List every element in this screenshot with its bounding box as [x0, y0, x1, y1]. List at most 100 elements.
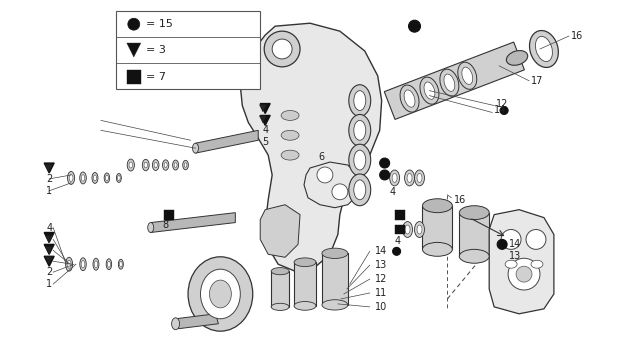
Ellipse shape — [80, 258, 87, 271]
Text: 16: 16 — [454, 195, 467, 205]
Ellipse shape — [322, 300, 348, 310]
Circle shape — [379, 170, 389, 180]
Ellipse shape — [423, 242, 452, 256]
Polygon shape — [260, 104, 270, 114]
Ellipse shape — [349, 144, 371, 176]
Ellipse shape — [281, 150, 299, 160]
Ellipse shape — [353, 91, 366, 110]
Text: 13: 13 — [509, 251, 522, 261]
Text: 1: 1 — [46, 186, 53, 196]
Ellipse shape — [106, 175, 108, 181]
Polygon shape — [322, 253, 348, 305]
Text: 4: 4 — [389, 187, 396, 197]
Text: 10: 10 — [375, 302, 387, 312]
Ellipse shape — [67, 260, 71, 268]
Ellipse shape — [440, 69, 459, 96]
Bar — [395, 210, 405, 220]
Ellipse shape — [404, 90, 415, 107]
Ellipse shape — [506, 51, 528, 65]
Bar — [164, 210, 174, 220]
Circle shape — [128, 18, 140, 30]
Circle shape — [500, 106, 508, 115]
Ellipse shape — [117, 175, 121, 181]
Text: 2: 2 — [46, 267, 53, 277]
Ellipse shape — [188, 257, 253, 331]
Text: 8: 8 — [163, 220, 169, 230]
Text: 1: 1 — [46, 279, 53, 289]
Polygon shape — [44, 256, 54, 266]
Ellipse shape — [349, 115, 371, 146]
Circle shape — [497, 239, 507, 249]
Circle shape — [379, 158, 389, 168]
Polygon shape — [459, 212, 489, 256]
Circle shape — [332, 184, 348, 200]
Ellipse shape — [93, 175, 96, 181]
Polygon shape — [240, 23, 382, 271]
Text: 11: 11 — [375, 288, 387, 298]
Ellipse shape — [106, 259, 112, 270]
Ellipse shape — [108, 261, 111, 267]
Ellipse shape — [210, 280, 231, 308]
Text: 6: 6 — [318, 152, 324, 162]
Text: 14: 14 — [494, 105, 506, 116]
Circle shape — [508, 258, 540, 290]
Ellipse shape — [322, 248, 348, 258]
Circle shape — [408, 20, 420, 32]
Ellipse shape — [95, 261, 98, 268]
Ellipse shape — [164, 163, 167, 168]
Ellipse shape — [104, 173, 109, 183]
Text: 4: 4 — [46, 222, 53, 233]
Ellipse shape — [462, 67, 473, 84]
Polygon shape — [127, 43, 141, 57]
Text: 16: 16 — [571, 31, 583, 41]
Ellipse shape — [174, 163, 177, 167]
Text: ▼: ▼ — [46, 244, 53, 254]
Polygon shape — [151, 212, 235, 233]
Ellipse shape — [193, 143, 198, 153]
Ellipse shape — [67, 171, 75, 184]
Polygon shape — [384, 42, 525, 119]
Ellipse shape — [66, 257, 72, 271]
Circle shape — [317, 167, 333, 183]
Ellipse shape — [116, 173, 121, 182]
Polygon shape — [176, 314, 218, 329]
Text: 5: 5 — [262, 137, 268, 147]
Ellipse shape — [154, 163, 158, 168]
Text: 4: 4 — [394, 236, 400, 246]
Ellipse shape — [81, 260, 85, 268]
Ellipse shape — [142, 159, 149, 171]
Polygon shape — [44, 233, 54, 242]
Ellipse shape — [281, 110, 299, 120]
Bar — [395, 224, 405, 235]
Ellipse shape — [119, 261, 122, 267]
Ellipse shape — [389, 170, 400, 186]
Ellipse shape — [294, 258, 316, 267]
Circle shape — [272, 39, 292, 59]
Ellipse shape — [353, 180, 366, 200]
Ellipse shape — [129, 162, 133, 168]
Ellipse shape — [148, 223, 154, 233]
Text: ▼: ▼ — [46, 255, 53, 265]
Ellipse shape — [183, 160, 188, 170]
Bar — [116, 11, 260, 89]
Text: = 7: = 7 — [146, 72, 166, 82]
Text: ▼: ▼ — [46, 234, 53, 243]
Ellipse shape — [281, 130, 299, 140]
Polygon shape — [271, 271, 289, 307]
Ellipse shape — [349, 174, 371, 206]
Ellipse shape — [349, 85, 371, 116]
Text: = 3: = 3 — [146, 45, 166, 55]
Ellipse shape — [294, 302, 316, 310]
Ellipse shape — [353, 120, 366, 140]
Polygon shape — [44, 163, 54, 173]
Circle shape — [265, 31, 300, 67]
Polygon shape — [294, 262, 316, 306]
Text: 13: 13 — [375, 260, 387, 270]
Ellipse shape — [423, 199, 452, 212]
Ellipse shape — [530, 31, 559, 67]
Text: 14: 14 — [375, 246, 387, 256]
Ellipse shape — [271, 268, 289, 275]
Ellipse shape — [172, 318, 180, 330]
Ellipse shape — [93, 258, 99, 270]
Bar — [127, 70, 141, 84]
